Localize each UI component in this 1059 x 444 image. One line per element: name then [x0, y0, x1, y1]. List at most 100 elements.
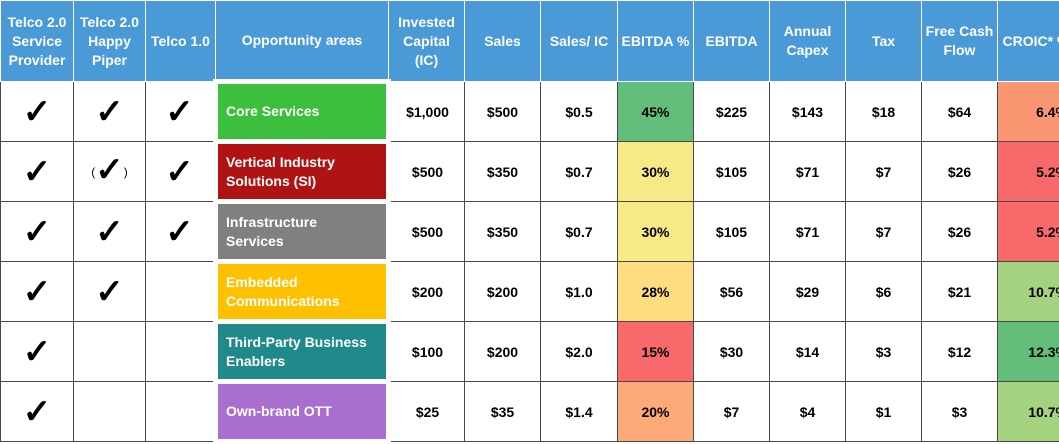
col-header-opportunity: Opportunity areas [216, 1, 389, 82]
invested-capital-cell: $100 [389, 322, 465, 382]
ebitda-pct-cell: 28% [618, 262, 694, 322]
opportunity-area: Core Services [216, 82, 389, 142]
paren-close: ) [124, 166, 128, 180]
table-row: ✓ Own-brand OTT$25$35$1.420%$7$4$1$310.7% [1, 382, 1059, 442]
check-telco1 [146, 262, 216, 322]
check-telco2-hp [74, 322, 146, 382]
check-telco1 [146, 322, 216, 382]
croic-cell: 12.3% [998, 322, 1059, 382]
croic-cell: 6.4% [998, 82, 1059, 142]
sales-ic-cell: $1.0 [541, 262, 618, 322]
ebitda-cell: $105 [694, 142, 770, 202]
croic-cell: 10.7% [998, 382, 1059, 442]
check-telco2-sp: ✓ [1, 322, 74, 382]
ebitda-pct-cell: 20% [618, 382, 694, 442]
sales-ic-cell: $0.7 [541, 202, 618, 262]
col-header-fcf: Free Cash Flow [922, 1, 998, 82]
croic-cell: 5.2% [998, 142, 1059, 202]
sales-cell: $200 [465, 322, 541, 382]
invested-capital-cell: $25 [389, 382, 465, 442]
check-telco2-sp: ✓ [1, 202, 74, 262]
check-telco1 [146, 382, 216, 442]
opportunity-area: Vertical Industry Solutions (SI) [216, 142, 389, 202]
check-telco2-hp: (✓) [74, 142, 146, 202]
fcf-cell: $64 [922, 82, 998, 142]
sales-cell: $350 [465, 142, 541, 202]
fcf-cell: $26 [922, 142, 998, 202]
col-header-capex: Annual Capex [770, 1, 846, 82]
check-telco1: ✓ [146, 82, 216, 142]
check-telco2-sp: ✓ [1, 382, 74, 442]
col-header-telco2-hp: Telco 2.0 Happy Piper [74, 1, 146, 82]
ebitda-cell: $105 [694, 202, 770, 262]
tax-cell: $1 [846, 382, 922, 442]
capex-cell: $143 [770, 82, 846, 142]
tax-cell: $6 [846, 262, 922, 322]
check-telco2-hp [74, 382, 146, 442]
col-header-tax: Tax [846, 1, 922, 82]
check-telco2-sp: ✓ [1, 262, 74, 322]
check-telco2-hp: ✓ [74, 202, 146, 262]
tax-cell: $3 [846, 322, 922, 382]
tax-cell: $7 [846, 142, 922, 202]
opportunity-area: Infrastructure Services [216, 202, 389, 262]
col-header-sales: Sales [465, 1, 541, 82]
tax-cell: $7 [846, 202, 922, 262]
fcf-cell: $3 [922, 382, 998, 442]
capex-cell: $14 [770, 322, 846, 382]
sales-ic-cell: $0.7 [541, 142, 618, 202]
ebitda-cell: $7 [694, 382, 770, 442]
fcf-cell: $21 [922, 262, 998, 322]
fcf-cell: $12 [922, 322, 998, 382]
ebitda-cell: $225 [694, 82, 770, 142]
ebitda-pct-cell: 30% [618, 202, 694, 262]
col-header-telco2-sp: Telco 2.0 Service Provider [1, 1, 74, 82]
sales-cell: $350 [465, 202, 541, 262]
sales-cell: $200 [465, 262, 541, 322]
sales-ic-cell: $2.0 [541, 322, 618, 382]
tax-cell: $18 [846, 82, 922, 142]
check-telco1: ✓ [146, 142, 216, 202]
capex-cell: $4 [770, 382, 846, 442]
sales-ic-cell: $1.4 [541, 382, 618, 442]
capex-cell: $71 [770, 142, 846, 202]
invested-capital-cell: $200 [389, 262, 465, 322]
fcf-cell: $26 [922, 202, 998, 262]
opportunity-area: Embedded Communications [216, 262, 389, 322]
opportunity-area: Own-brand OTT [216, 382, 389, 442]
croic-cell: 10.7% [998, 262, 1059, 322]
croic-cell: 5.2% [998, 202, 1059, 262]
sales-cell: $35 [465, 382, 541, 442]
ebitda-pct-cell: 45% [618, 82, 694, 142]
invested-capital-cell: $500 [389, 142, 465, 202]
invested-capital-cell: $1,000 [389, 82, 465, 142]
col-header-ebitda-pct: EBITDA % [618, 1, 694, 82]
col-header-telco1: Telco 1.0 [146, 1, 216, 82]
ebitda-cell: $56 [694, 262, 770, 322]
col-header-invested-capital: Invested Capital (IC) [389, 1, 465, 82]
ebitda-pct-cell: 15% [618, 322, 694, 382]
sales-cell: $500 [465, 82, 541, 142]
invested-capital-cell: $500 [389, 202, 465, 262]
check-telco2-hp: ✓ [74, 262, 146, 322]
col-header-ebitda: EBITDA [694, 1, 770, 82]
ebitda-pct-cell: 30% [618, 142, 694, 202]
check-telco2-sp: ✓ [1, 142, 74, 202]
check-telco1: ✓ [146, 202, 216, 262]
check-telco2-hp: ✓ [74, 82, 146, 142]
header-row: Telco 2.0 Service Provider Telco 2.0 Hap… [1, 1, 1059, 82]
capex-cell: $71 [770, 202, 846, 262]
check-telco2-sp: ✓ [1, 82, 74, 142]
check-mark: ✓ [95, 151, 124, 189]
opportunity-area: Third-Party Business Enablers [216, 322, 389, 382]
ebitda-cell: $30 [694, 322, 770, 382]
capex-cell: $29 [770, 262, 846, 322]
col-header-croic: CROIC* % [998, 1, 1059, 82]
col-header-sales-ic: Sales/ IC [541, 1, 618, 82]
table-row: ✓(✓)✓Vertical Industry Solutions (SI)$50… [1, 142, 1059, 202]
table-row: ✓ Third-Party Business Enablers$100$200$2… [1, 322, 1059, 382]
